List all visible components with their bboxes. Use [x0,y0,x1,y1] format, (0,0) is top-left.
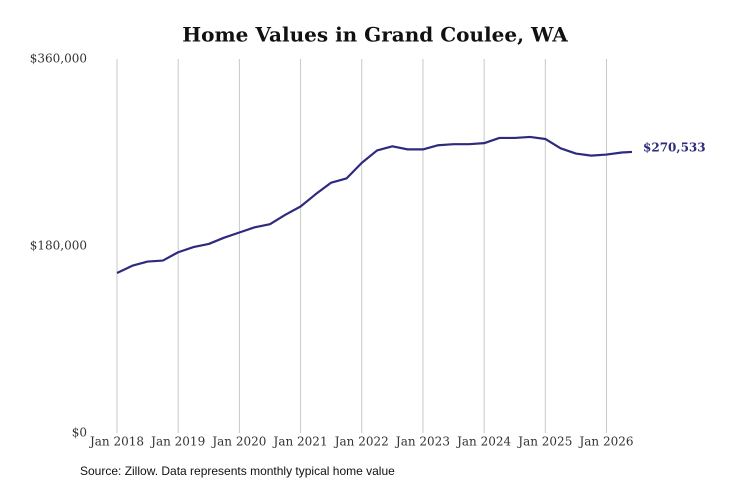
x-tick-label: Jan 2024 [455,435,511,449]
source-note: Source: Zillow. Data represents monthly … [80,464,395,478]
x-tick-label: Jan 2022 [333,435,389,449]
data-line [116,135,633,275]
x-tick-label: Jan 2020 [210,435,266,449]
x-tick-label: Jan 2023 [394,435,450,449]
chart-title: Home Values in Grand Coulee, WA [182,23,568,47]
x-tick-label: Jan 2026 [577,435,633,449]
x-tick-label: Jan 2025 [516,435,572,449]
x-tick-label: Jan 2018 [88,435,144,449]
y-tick-label: $0 [72,426,87,440]
x-tick-label: Jan 2019 [149,435,205,449]
y-tick-label: $180,000 [30,239,87,253]
value-label: $270,533 [643,140,706,154]
x-tick-label: Jan 2021 [272,435,328,449]
y-tick-label: $360,000 [30,52,87,66]
